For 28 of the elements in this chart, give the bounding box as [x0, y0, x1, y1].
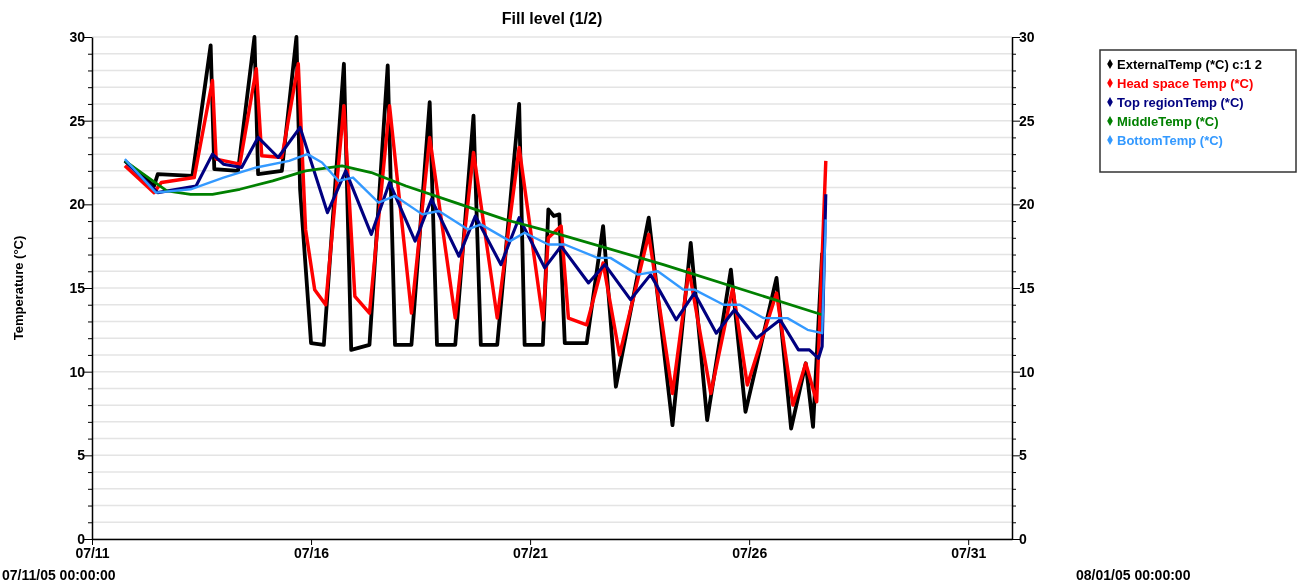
y-tick-label: 15	[69, 279, 86, 296]
y-tick-label: 10	[69, 363, 86, 380]
text: 07/11/05 00:00:00	[2, 567, 116, 583]
y-tick-label: 25	[69, 112, 86, 129]
x-tick-label: 07/21	[513, 544, 549, 561]
x-tick-label: 07/31	[951, 544, 987, 561]
y2-tick-label: 15	[1019, 279, 1035, 296]
y2-tick-label: 20	[1019, 196, 1035, 213]
y2-tick-label: 5	[1019, 447, 1027, 464]
y-tick-label: 30	[69, 28, 86, 45]
y2-tick-label: 30	[1019, 28, 1035, 45]
chart-title: Fill level (1/2)	[501, 10, 603, 27]
y-tick-label: 0	[77, 530, 86, 547]
y-tick-label: 20	[69, 196, 86, 213]
legend-label: MiddleTemp (*C)	[1117, 114, 1219, 129]
x-tick-label: 07/16	[294, 544, 330, 561]
legend-label: BottomTemp (*C)	[1117, 133, 1223, 148]
y-tick-label: 5	[77, 447, 86, 464]
y2-tick-label: 25	[1019, 112, 1035, 129]
x-tick-label: 07/11	[75, 544, 110, 561]
y-axis-title: Temperature (°C)	[11, 235, 26, 341]
y2-tick-label: 0	[1019, 530, 1027, 547]
y2-tick-label: 10	[1019, 363, 1035, 380]
legend-label: Top regionTemp (*C)	[1117, 95, 1244, 110]
text: 08/01/05 00:00:00	[1076, 567, 1191, 583]
x-tick-label: 07/26	[732, 544, 768, 561]
legend-label: Head space Temp (*C)	[1117, 76, 1254, 91]
legend-label: ExternalTemp (*C) c:1 2	[1117, 57, 1262, 72]
